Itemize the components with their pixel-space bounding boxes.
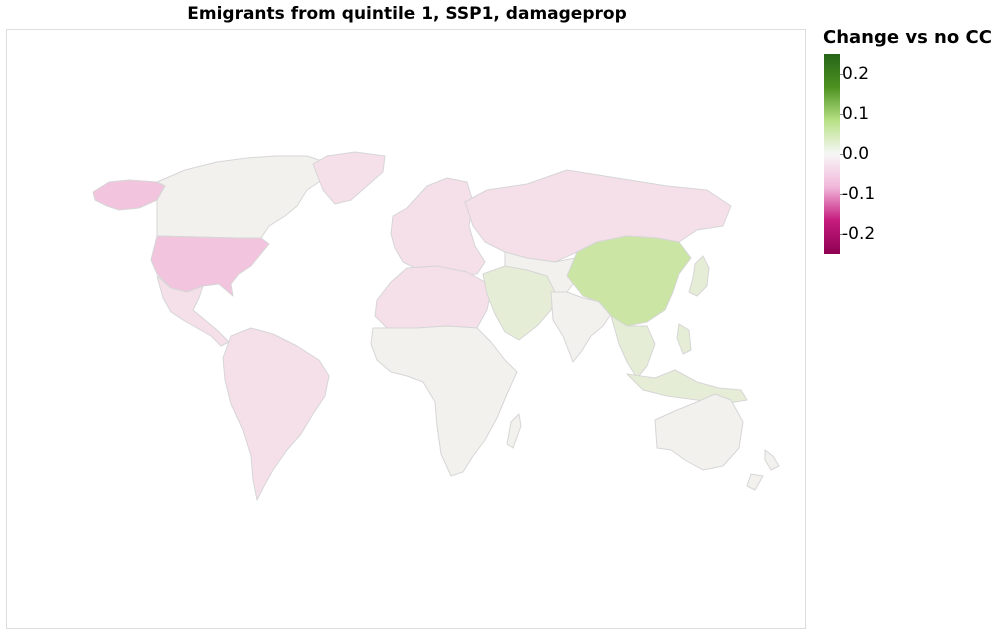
region-sub-saharan-africa[interactable]: Sub-Saharan Africa (370, 325, 518, 477)
region-mexico-central-america[interactable]: Mexico & Central America (156, 275, 230, 347)
region-china[interactable]: China (566, 235, 692, 327)
region-madagascar[interactable]: Madagascar (506, 413, 522, 449)
region-new-zealand[interactable]: New Zealand (746, 449, 780, 491)
legend-tick-label: 0.1 (842, 104, 870, 124)
map-title: Emigrants from quintile 1, SSP1, damagep… (187, 4, 627, 24)
region-southeast-asia-philippines[interactable]: Southeast Asia (676, 323, 692, 355)
legend-tick-label: -0.2 (842, 224, 876, 244)
legend-tick-label: 0.2 (842, 64, 870, 84)
map-frame: Alaska Canada Greenland United States Me… (6, 29, 806, 629)
legend-title: Change vs no CC (823, 27, 992, 48)
region-canada[interactable]: Canada (156, 155, 326, 239)
region-greenland[interactable]: Greenland (312, 151, 386, 205)
region-alaska[interactable]: Alaska (92, 179, 166, 211)
world-map: Alaska Canada Greenland United States Me… (92, 151, 780, 501)
region-australia[interactable]: Australia (654, 393, 744, 471)
legend-tick-mark (840, 154, 843, 155)
legend-tick-label: -0.1 (842, 184, 876, 204)
region-japan[interactable]: Japan (688, 255, 710, 297)
region-south-asia[interactable]: South Asia (550, 291, 612, 363)
region-north-africa[interactable]: North Africa (374, 265, 492, 329)
legend-tick-mark (840, 194, 843, 195)
region-united-states[interactable]: United States (150, 235, 270, 297)
legend-tick-mark (840, 234, 843, 235)
legend-tick-label: 0.0 (842, 144, 870, 164)
legend-color-scale (824, 54, 840, 254)
region-southeast-asia[interactable]: Southeast Asia (610, 315, 656, 379)
legend-tick-mark (840, 74, 843, 75)
legend-tick-mark (840, 114, 843, 115)
region-middle-east[interactable]: Middle East (482, 265, 556, 341)
region-south-america[interactable]: South America (222, 327, 330, 501)
region-europe[interactable]: Europe (390, 177, 486, 277)
